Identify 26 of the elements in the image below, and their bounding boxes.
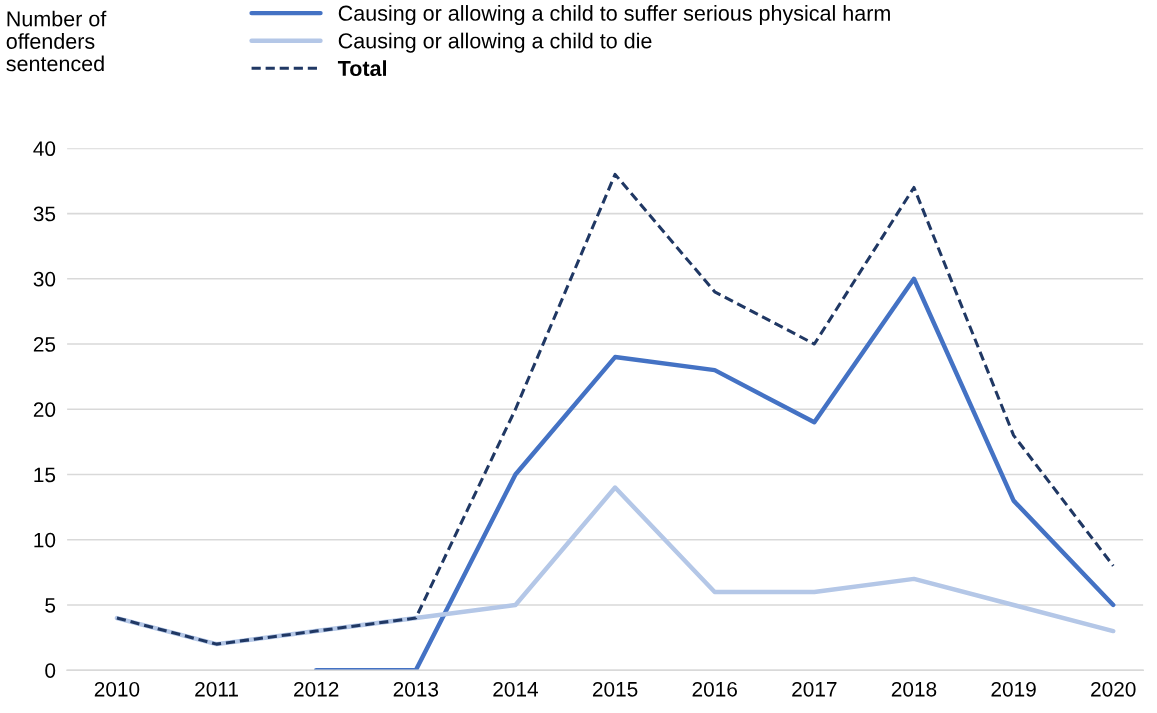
y-tick-label: 35 — [33, 206, 56, 222]
y-tick-label: 25 — [33, 337, 56, 352]
x-tick-label: 2015 — [592, 681, 638, 697]
y-axis-title: Number of offenders sentenced — [6, 10, 107, 72]
x-tick-label: 2011 — [195, 681, 238, 697]
y-tick-label: 20 — [33, 402, 56, 418]
legend-label: Total — [337, 60, 386, 77]
y-tick-label: 30 — [33, 271, 56, 287]
y-tick-label: 0 — [45, 663, 56, 678]
y-tick-label: 5 — [45, 598, 56, 613]
x-tick-label: 2012 — [294, 681, 339, 697]
x-tick-label: 2013 — [393, 681, 439, 697]
x-tick-label: 2016 — [692, 681, 737, 697]
line-series — [115, 172, 1115, 646]
y-tick-label: 10 — [34, 532, 56, 548]
legend-label: Causing or allowing a child to suffer serious physical harm — [338, 5, 890, 26]
y-tick-label: 15 — [34, 467, 56, 483]
y-tick-label: 40 — [33, 141, 56, 157]
line-series — [313, 276, 1116, 671]
x-tick-label: 2018 — [891, 681, 937, 697]
x-tick-label: 2010 — [94, 681, 140, 697]
x-tick-label: 2019 — [991, 681, 1036, 697]
x-tick-label: 2020 — [1091, 681, 1136, 697]
x-tick-label: 2014 — [493, 681, 539, 697]
x-tick-label: 2017 — [792, 681, 837, 697]
legend-label: Causing or allowing a child to die — [338, 32, 652, 53]
